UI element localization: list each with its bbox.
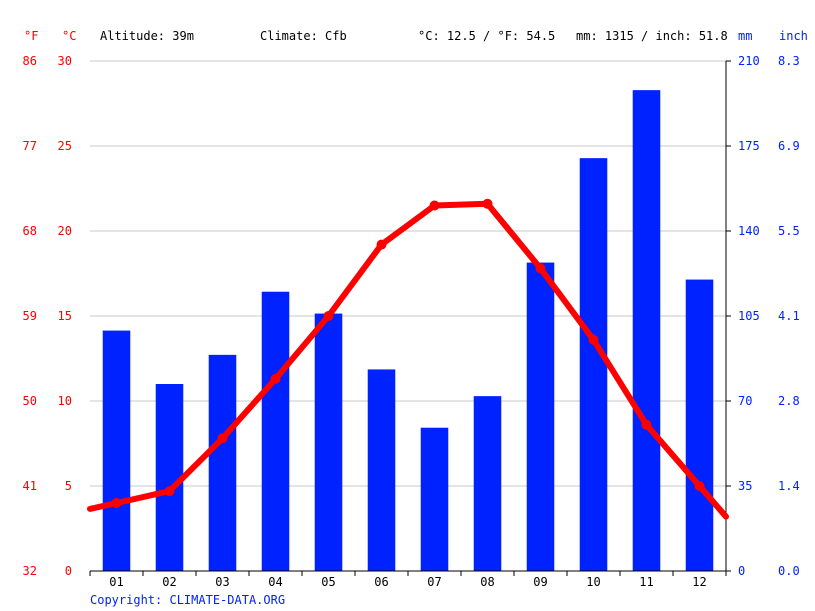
temp-point <box>217 433 228 444</box>
grid-lines <box>90 60 726 487</box>
month-tick-label: 05 <box>321 575 335 589</box>
mm-tick-label: 105 <box>738 309 760 323</box>
mm-tick-label: 210 <box>738 54 760 68</box>
month-tick-label: 03 <box>215 575 229 589</box>
c-tick-label: 10 <box>58 394 72 408</box>
inch-tick-label: 2.8 <box>778 394 800 408</box>
inch-tick-label: 8.3 <box>778 54 800 68</box>
temp-point <box>270 373 281 384</box>
c-tick-label: 5 <box>65 479 72 493</box>
inch-tick-label: 1.4 <box>778 479 800 493</box>
altitude-label: Altitude: 39m <box>100 29 194 43</box>
f-tick-label: 50 <box>23 394 37 408</box>
mm-tick-label: 140 <box>738 224 760 238</box>
precip-bar <box>420 427 449 571</box>
c-unit-label: °C <box>62 29 76 43</box>
precip-bar <box>473 396 502 571</box>
inch-tick-label: 5.5 <box>778 224 800 238</box>
month-tick-label: 04 <box>268 575 282 589</box>
inch-tick-label: 0.0 <box>778 564 800 578</box>
c-tick-label: 0 <box>65 564 72 578</box>
precip-bar <box>261 291 290 571</box>
month-tick-label: 01 <box>109 575 123 589</box>
f-tick-label: 86 <box>23 54 37 68</box>
temp-point <box>376 239 387 250</box>
precipitation-bars <box>102 90 714 572</box>
temperature-line <box>87 198 729 520</box>
mm-tick-label: 70 <box>738 394 752 408</box>
climate-label: Climate: Cfb <box>260 29 347 43</box>
f-unit-label: °F <box>24 29 38 43</box>
month-tick-label: 02 <box>162 575 176 589</box>
precip-total-label: mm: 1315 / inch: 51.8 <box>576 29 728 43</box>
tick-labels: 32 0 0 0.0 41 5 35 1.4 50 10 70 2.8 59 15 105 4.1 68 20 14… <box>23 54 800 589</box>
month-tick-label: 06 <box>374 575 388 589</box>
month-tick-label: 09 <box>533 575 547 589</box>
temp-average-label: °C: 12.5 / °F: 54.5 <box>418 29 555 43</box>
precip-bar <box>208 354 237 571</box>
month-tick-label: 10 <box>586 575 600 589</box>
mm-unit-label: mm <box>738 29 752 43</box>
temp-point <box>429 200 440 211</box>
precip-bar <box>579 158 608 571</box>
mm-tick-label: 175 <box>738 139 760 153</box>
temp-point <box>694 481 705 491</box>
c-tick-label: 25 <box>58 139 72 153</box>
month-tick-label: 11 <box>639 575 653 589</box>
inch-unit-label: inch <box>779 29 808 43</box>
c-tick-label: 30 <box>58 54 72 68</box>
c-tick-label: 20 <box>58 224 72 238</box>
month-tick-label: 12 <box>692 575 706 589</box>
f-tick-label: 68 <box>23 224 37 238</box>
temp-point <box>588 334 599 345</box>
temp-point <box>323 311 334 321</box>
temp-line-path <box>87 200 729 520</box>
month-tick-label: 07 <box>427 575 441 589</box>
precip-bar <box>102 330 131 571</box>
f-tick-label: 77 <box>23 139 37 153</box>
temp-point <box>641 419 652 430</box>
precip-bar <box>632 90 661 572</box>
precip-bar <box>526 262 555 571</box>
axes <box>89 60 731 576</box>
inch-tick-label: 6.9 <box>778 139 800 153</box>
mm-tick-label: 0 <box>738 564 745 578</box>
precip-bar <box>685 279 714 571</box>
mm-tick-label: 35 <box>738 479 752 493</box>
temp-point <box>535 263 546 274</box>
c-tick-label: 15 <box>58 309 72 323</box>
temp-point <box>111 498 122 508</box>
precip-bar <box>367 369 396 571</box>
month-tick-label: 08 <box>480 575 494 589</box>
temp-point <box>482 198 493 209</box>
inch-tick-label: 4.1 <box>778 309 800 323</box>
f-tick-label: 32 <box>23 564 37 578</box>
f-tick-label: 41 <box>23 479 37 493</box>
precip-bar <box>155 384 184 571</box>
temp-point <box>164 486 175 497</box>
copyright-label: Copyright: CLIMATE-DATA.ORG <box>90 593 285 607</box>
f-tick-label: 59 <box>23 309 37 323</box>
precip-bar <box>314 313 343 571</box>
